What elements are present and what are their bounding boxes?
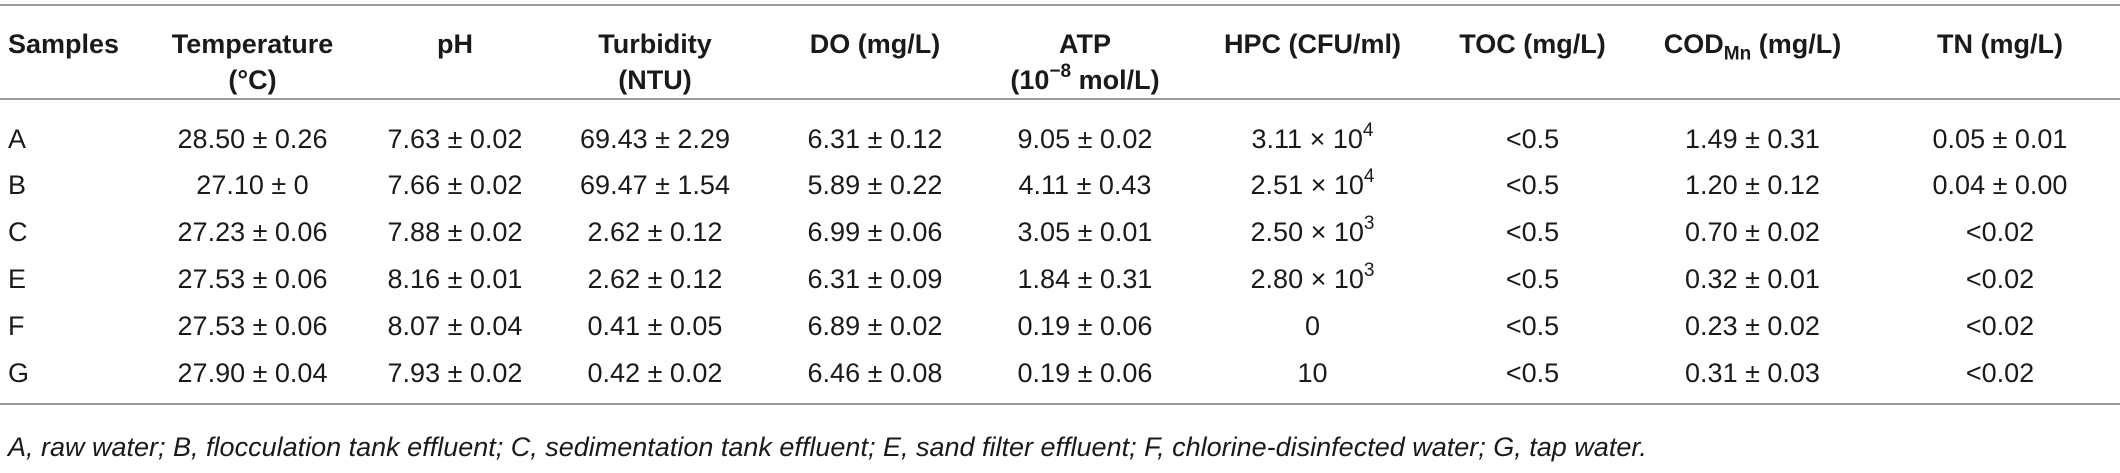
cell-atp: 3.05 ± 0.01	[1017, 217, 1153, 247]
cell-ph: 8.16 ± 0.01	[387, 264, 523, 294]
cell-sample: G	[8, 358, 30, 388]
table-row: B 27.10 ± 0 7.66 ± 0.02 69.47 ± 1.54 5.89 ± …	[0, 162, 2120, 209]
hpc-value: 2.80 × 10	[1250, 264, 1364, 294]
hpc-value: 2.51 × 10	[1250, 170, 1364, 200]
hpc-exponent: 4	[1362, 119, 1374, 141]
cell-atp: 4.11 ± 0.43	[1018, 170, 1152, 200]
header-do: DO (mg/L)	[809, 29, 941, 59]
cell-turbidity: 0.42 ± 0.02	[587, 358, 723, 388]
cell-hpc: 10	[1185, 350, 1440, 404]
cell-ph: 8.07 ± 0.04	[387, 311, 523, 341]
cell-sample: A	[8, 123, 27, 154]
cell-tn: <0.02	[1965, 217, 2035, 247]
cell-toc: <0.5	[1505, 311, 1560, 341]
table-row: G 27.90 ± 0.04 7.93 ± 0.02 0.42 ± 0.02 6.46 …	[0, 350, 2120, 404]
cell-temperature: 27.10 ± 0	[196, 170, 309, 200]
cell-codmn: 0.23 ± 0.02	[1685, 311, 1820, 341]
cell-codmn: 0.31 ± 0.03	[1685, 358, 1820, 388]
header-temperature: Temperature (°C)	[171, 29, 334, 95]
cell-tn: <0.02	[1965, 311, 2035, 341]
cell-codmn: 0.70 ± 0.02	[1685, 217, 1820, 247]
cell-temperature: 27.53 ± 0.06	[177, 264, 328, 294]
cell-do: 6.46 ± 0.08	[807, 358, 943, 388]
header-ph: pH	[437, 29, 473, 59]
cell-codmn: 1.49 ± 0.31	[1685, 123, 1820, 154]
header-tn: TN (mg/L)	[1937, 29, 2063, 59]
cell-do: 5.89 ± 0.22	[807, 170, 943, 200]
cell-temperature: 28.50 ± 0.26	[177, 123, 328, 154]
header-codmn: CODMn (mg/L)	[1663, 29, 1842, 65]
cell-ph: 7.66 ± 0.02	[387, 170, 523, 200]
hpc-value: 10	[1297, 358, 1328, 388]
hpc-exponent: 3	[1363, 213, 1375, 234]
cell-do: 6.31 ± 0.12	[807, 123, 943, 154]
data-table-container: Samples Temperature (°C) pH Turbidity (NTU…	[0, 4, 2120, 405]
cell-turbidity: 2.62 ± 0.12	[587, 217, 723, 247]
cell-turbidity: 2.62 ± 0.12	[587, 264, 723, 294]
cell-do: 6.31 ± 0.09	[807, 264, 943, 294]
cell-hpc: 0	[1185, 303, 1440, 350]
header-hpc: HPC (CFU/ml)	[1224, 29, 1401, 59]
cell-temperature: 27.53 ± 0.06	[177, 311, 328, 341]
cell-atp: 0.19 ± 0.06	[1017, 358, 1153, 388]
table-row: E 27.53 ± 0.06 8.16 ± 0.01 2.62 ± 0.12 6.31 …	[0, 256, 2120, 303]
header-turbidity: Turbidity (NTU)	[598, 29, 712, 95]
header-samples: Samples	[8, 29, 120, 59]
cell-tn: 0.05 ± 0.01	[1932, 123, 2068, 154]
cell-turbidity: 69.47 ± 1.54	[580, 170, 730, 200]
table-footnote: A, raw water; B, flocculation tank efflu…	[8, 432, 1647, 462]
cell-toc: <0.5	[1505, 170, 1560, 200]
cell-hpc: 3.11 × 104	[1185, 99, 1440, 162]
cell-temperature: 27.90 ± 0.04	[177, 358, 328, 388]
cell-codmn: 1.20 ± 0.12	[1685, 170, 1820, 200]
cell-tn: 0.04 ± 0.00	[1932, 170, 2068, 200]
table-row: F 27.53 ± 0.06 8.07 ± 0.04 0.41 ± 0.05 6.89 …	[0, 303, 2120, 350]
cell-tn: <0.02	[1965, 358, 2035, 388]
header-row: Samples Temperature (°C) pH Turbidity (NTU…	[0, 5, 2120, 99]
cell-ph: 7.63 ± 0.02	[387, 123, 523, 154]
cell-sample: B	[8, 170, 27, 200]
cell-sample: C	[8, 217, 28, 247]
table-row: A 28.50 ± 0.26 7.63 ± 0.02 69.43 ± 2.29 6.31…	[0, 99, 2120, 162]
cell-atp: 0.19 ± 0.06	[1017, 311, 1153, 341]
cell-temperature: 27.23 ± 0.06	[177, 217, 328, 247]
cell-toc: <0.5	[1505, 264, 1560, 294]
cell-atp: 9.05 ± 0.02	[1017, 123, 1153, 154]
header-toc: TOC (mg/L)	[1459, 29, 1606, 59]
hpc-value: 3.11 × 10	[1251, 123, 1363, 154]
cell-turbidity: 0.41 ± 0.05	[587, 311, 723, 341]
table-body: A 28.50 ± 0.26 7.63 ± 0.02 69.43 ± 2.29 6.31…	[0, 99, 2120, 404]
cell-sample: E	[8, 264, 27, 294]
cell-ph: 7.88 ± 0.02	[387, 217, 523, 247]
hpc-exponent: 4	[1363, 166, 1375, 187]
cell-toc: <0.5	[1505, 217, 1560, 247]
cell-atp: 1.84 ± 0.31	[1017, 264, 1153, 294]
cell-toc: <0.5	[1505, 358, 1560, 388]
hpc-value: 2.50 × 10	[1250, 217, 1364, 247]
table-row: C 27.23 ± 0.06 7.88 ± 0.02 2.62 ± 0.12 6.99 …	[0, 209, 2120, 256]
cell-sample: F	[8, 311, 25, 341]
cell-ph: 7.93 ± 0.02	[387, 358, 523, 388]
cell-hpc: 2.50 × 103	[1185, 209, 1440, 256]
cell-tn: <0.02	[1965, 264, 2035, 294]
cell-do: 6.89 ± 0.02	[807, 311, 943, 341]
hpc-value: 0	[1304, 311, 1321, 341]
cell-codmn: 0.32 ± 0.01	[1685, 264, 1820, 294]
table-header: Samples Temperature (°C) pH Turbidity (NTU…	[0, 5, 2120, 99]
hpc-exponent: 3	[1363, 260, 1375, 281]
cell-turbidity: 69.43 ± 2.29	[580, 123, 730, 154]
cell-hpc: 2.51 × 104	[1185, 162, 1440, 209]
water-quality-table: Samples Temperature (°C) pH Turbidity (NTU…	[0, 4, 2120, 405]
header-atp: ATP (10−8 mol/L)	[1010, 29, 1160, 95]
cell-do: 6.99 ± 0.06	[807, 217, 943, 247]
cell-hpc: 2.80 × 103	[1185, 256, 1440, 303]
cell-toc: <0.5	[1505, 123, 1560, 154]
